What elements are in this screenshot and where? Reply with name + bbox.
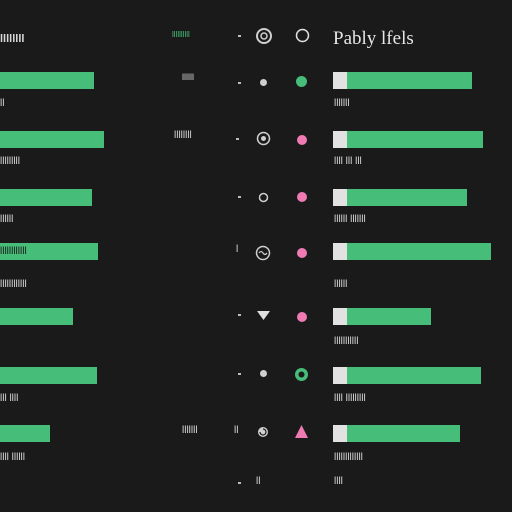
- right-bar-cap-3: [333, 189, 347, 206]
- left-bar-2[interactable]: [0, 131, 104, 148]
- left-bar-3[interactable]: [0, 189, 92, 206]
- wave-ring-icon[interactable]: [255, 245, 271, 261]
- small-dot-icon[interactable]: [259, 78, 268, 87]
- right-bar-4[interactable]: [347, 243, 491, 260]
- middle-row-label-1: llllll: [182, 72, 194, 82]
- circle-outline-icon[interactable]: [295, 28, 310, 43]
- small-ring-icon[interactable]: [258, 192, 269, 203]
- left-row-label-2: lllllllll: [0, 156, 20, 167]
- right-bar-1[interactable]: [347, 72, 472, 89]
- right-bar-5[interactable]: [347, 308, 431, 325]
- right-row-label-4: llllll: [334, 279, 348, 290]
- status-dot: [297, 192, 307, 202]
- divider-dash: [238, 373, 241, 375]
- status-dot: [297, 312, 307, 322]
- right-bar-3[interactable]: [347, 189, 467, 206]
- left-row-label-1: ll: [0, 98, 5, 109]
- left-bar-1[interactable]: [0, 72, 94, 89]
- left-row-label-3: llllll: [0, 214, 14, 225]
- middle-row-short-8: ll: [256, 476, 261, 487]
- divider-dash: [238, 35, 241, 37]
- right-panel-header: Pably lfels: [333, 28, 414, 49]
- divider-dash: [238, 314, 241, 316]
- right-row-label-2: llll lll lll: [334, 156, 362, 167]
- divider-dash: [236, 138, 239, 140]
- right-row-label-7: lllllllllllll: [334, 452, 363, 463]
- ring-icon[interactable]: [256, 131, 271, 146]
- middle-header-label: llllllllll: [172, 30, 190, 39]
- left-row-label-6: lll llll: [0, 393, 19, 404]
- right-bar-cap-2: [333, 131, 347, 148]
- left-bar-4-label: llllllllllll: [0, 246, 27, 257]
- right-row-label-1: lllllll: [334, 98, 350, 109]
- left-bar-5[interactable]: [0, 308, 73, 325]
- right-bar-cap-4: [333, 243, 347, 260]
- left-bar-4[interactable]: [0, 243, 98, 260]
- middle-row-label-7: lllllll: [182, 425, 198, 436]
- right-bar-7[interactable]: [347, 425, 460, 442]
- status-dot: [297, 248, 307, 258]
- right-bar-2[interactable]: [347, 131, 483, 148]
- left-row-label-4: llllllllllll: [0, 279, 27, 290]
- left-row-label-7: llll llllll: [0, 452, 25, 463]
- right-row-label-5: lllllllllll: [334, 336, 359, 347]
- left-bar-7[interactable]: [0, 425, 50, 442]
- right-bar-cap-6: [333, 367, 347, 384]
- right-row-label-6: llll lllllllll: [334, 393, 366, 404]
- triangle-down-icon[interactable]: [257, 311, 270, 321]
- divider-dash: [238, 196, 241, 198]
- right-bar-cap-1: [333, 72, 347, 89]
- middle-row-short-4: l: [236, 244, 239, 255]
- left-bar-6[interactable]: [0, 367, 97, 384]
- triangle-up-icon: [295, 425, 308, 439]
- middle-row-label-2: llllllll: [174, 130, 192, 141]
- status-dot: [297, 135, 307, 145]
- middle-row-short-7: ll: [234, 425, 239, 436]
- divider-dash: [238, 482, 241, 484]
- ring-status-icon: [294, 367, 309, 382]
- divider-dash: [238, 82, 241, 84]
- ring-icon[interactable]: [255, 27, 273, 45]
- status-dot: [296, 76, 307, 87]
- left-panel-header: llllllll: [0, 33, 25, 45]
- small-dot-icon[interactable]: [259, 369, 268, 378]
- right-bar-6[interactable]: [347, 367, 481, 384]
- spiral-icon[interactable]: [257, 426, 269, 438]
- right-bar-cap-7: [333, 425, 347, 442]
- right-row-label-8: llll: [334, 476, 343, 487]
- right-row-label-3: llllll lllllll: [334, 214, 366, 225]
- right-bar-cap-5: [333, 308, 347, 325]
